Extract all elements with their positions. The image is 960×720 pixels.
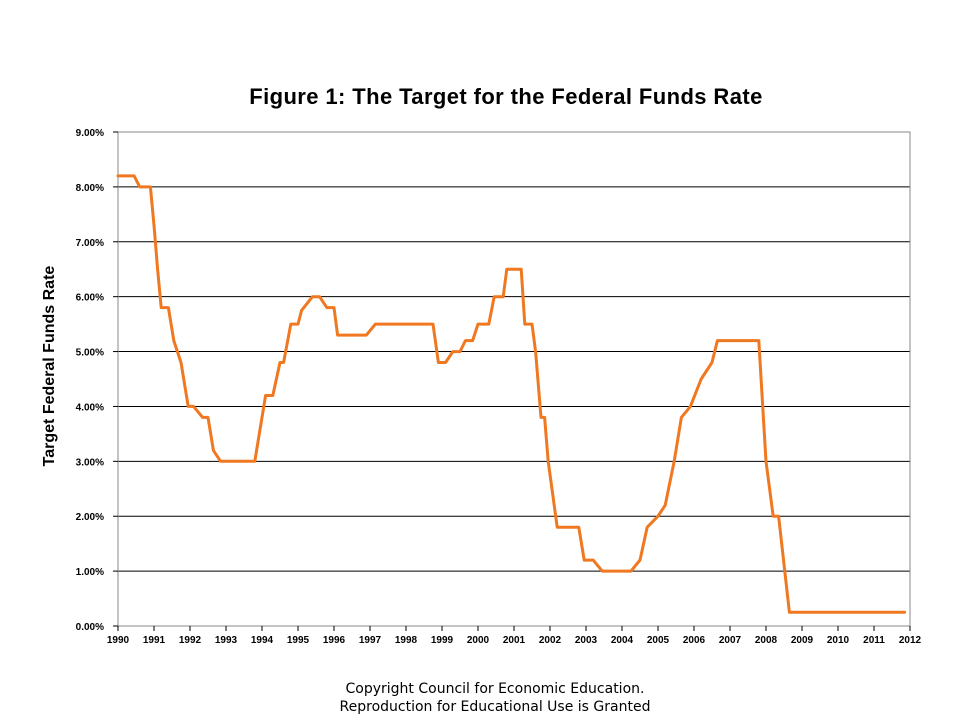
x-tick-label: 1991	[143, 635, 166, 646]
x-tick-label: 2002	[539, 635, 562, 646]
x-tick-label: 2006	[683, 635, 706, 646]
y-tick-label: 1.00%	[76, 567, 104, 578]
x-tick-label: 2007	[719, 635, 742, 646]
x-tick-label: 2012	[899, 635, 922, 646]
y-tick-label: 8.00%	[76, 183, 104, 194]
x-tick-label: 2000	[467, 635, 490, 646]
y-axis-ticks: 0.00% 1.00% 2.00% 3.00% 4.00% 5.00% 6.00% 7.00%…	[76, 128, 118, 633]
copyright-line-1: Copyright Council for Economic Education…	[345, 681, 645, 697]
x-tick-label: 1999	[431, 635, 454, 646]
y-tick-label: 0.00%	[76, 622, 104, 633]
y-tick-label: 2.00%	[76, 512, 104, 523]
x-tick-label: 1990	[107, 635, 130, 646]
y-tick-label: 5.00%	[76, 348, 104, 359]
copyright-notice: Copyright Council for Economic Education…	[0, 680, 960, 716]
x-tick-label: 1996	[323, 635, 346, 646]
y-tick-label: 7.00%	[76, 238, 104, 249]
x-tick-label: 2004	[611, 635, 634, 646]
gridlines	[118, 186, 910, 572]
x-tick-label: 2009	[791, 635, 814, 646]
x-tick-label: 1992	[179, 635, 202, 646]
x-tick-label: 1993	[215, 635, 238, 646]
copyright-line-2: Reproduction for Educational Use is Gran…	[339, 699, 651, 715]
x-axis-ticks: 1990 1991 1992 1993 1994 1995 1996 1997 1998 1999…	[107, 626, 922, 646]
series-line-0	[116, 174, 907, 614]
x-tick-label: 2011	[863, 635, 885, 646]
x-tick-label: 2001	[503, 635, 526, 646]
x-tick-label: 1998	[395, 635, 418, 646]
y-tick-label: 3.00%	[76, 457, 104, 468]
x-tick-label: 1995	[287, 635, 310, 646]
chart-title: Figure 1: The Target for the Federal Fun…	[249, 84, 763, 109]
x-tick-label: 2010	[827, 635, 850, 646]
plot-area-frame	[117, 131, 911, 627]
x-tick-label: 2003	[575, 635, 598, 646]
y-tick-label: 4.00%	[76, 402, 104, 413]
x-tick-label: 2008	[755, 635, 778, 646]
x-tick-label: 2005	[647, 635, 670, 646]
x-tick-label: 1997	[359, 635, 382, 646]
y-tick-label: 9.00%	[76, 128, 104, 139]
y-tick-label: 6.00%	[76, 293, 104, 304]
series-layer	[116, 174, 907, 614]
x-tick-label: 1994	[251, 635, 274, 646]
